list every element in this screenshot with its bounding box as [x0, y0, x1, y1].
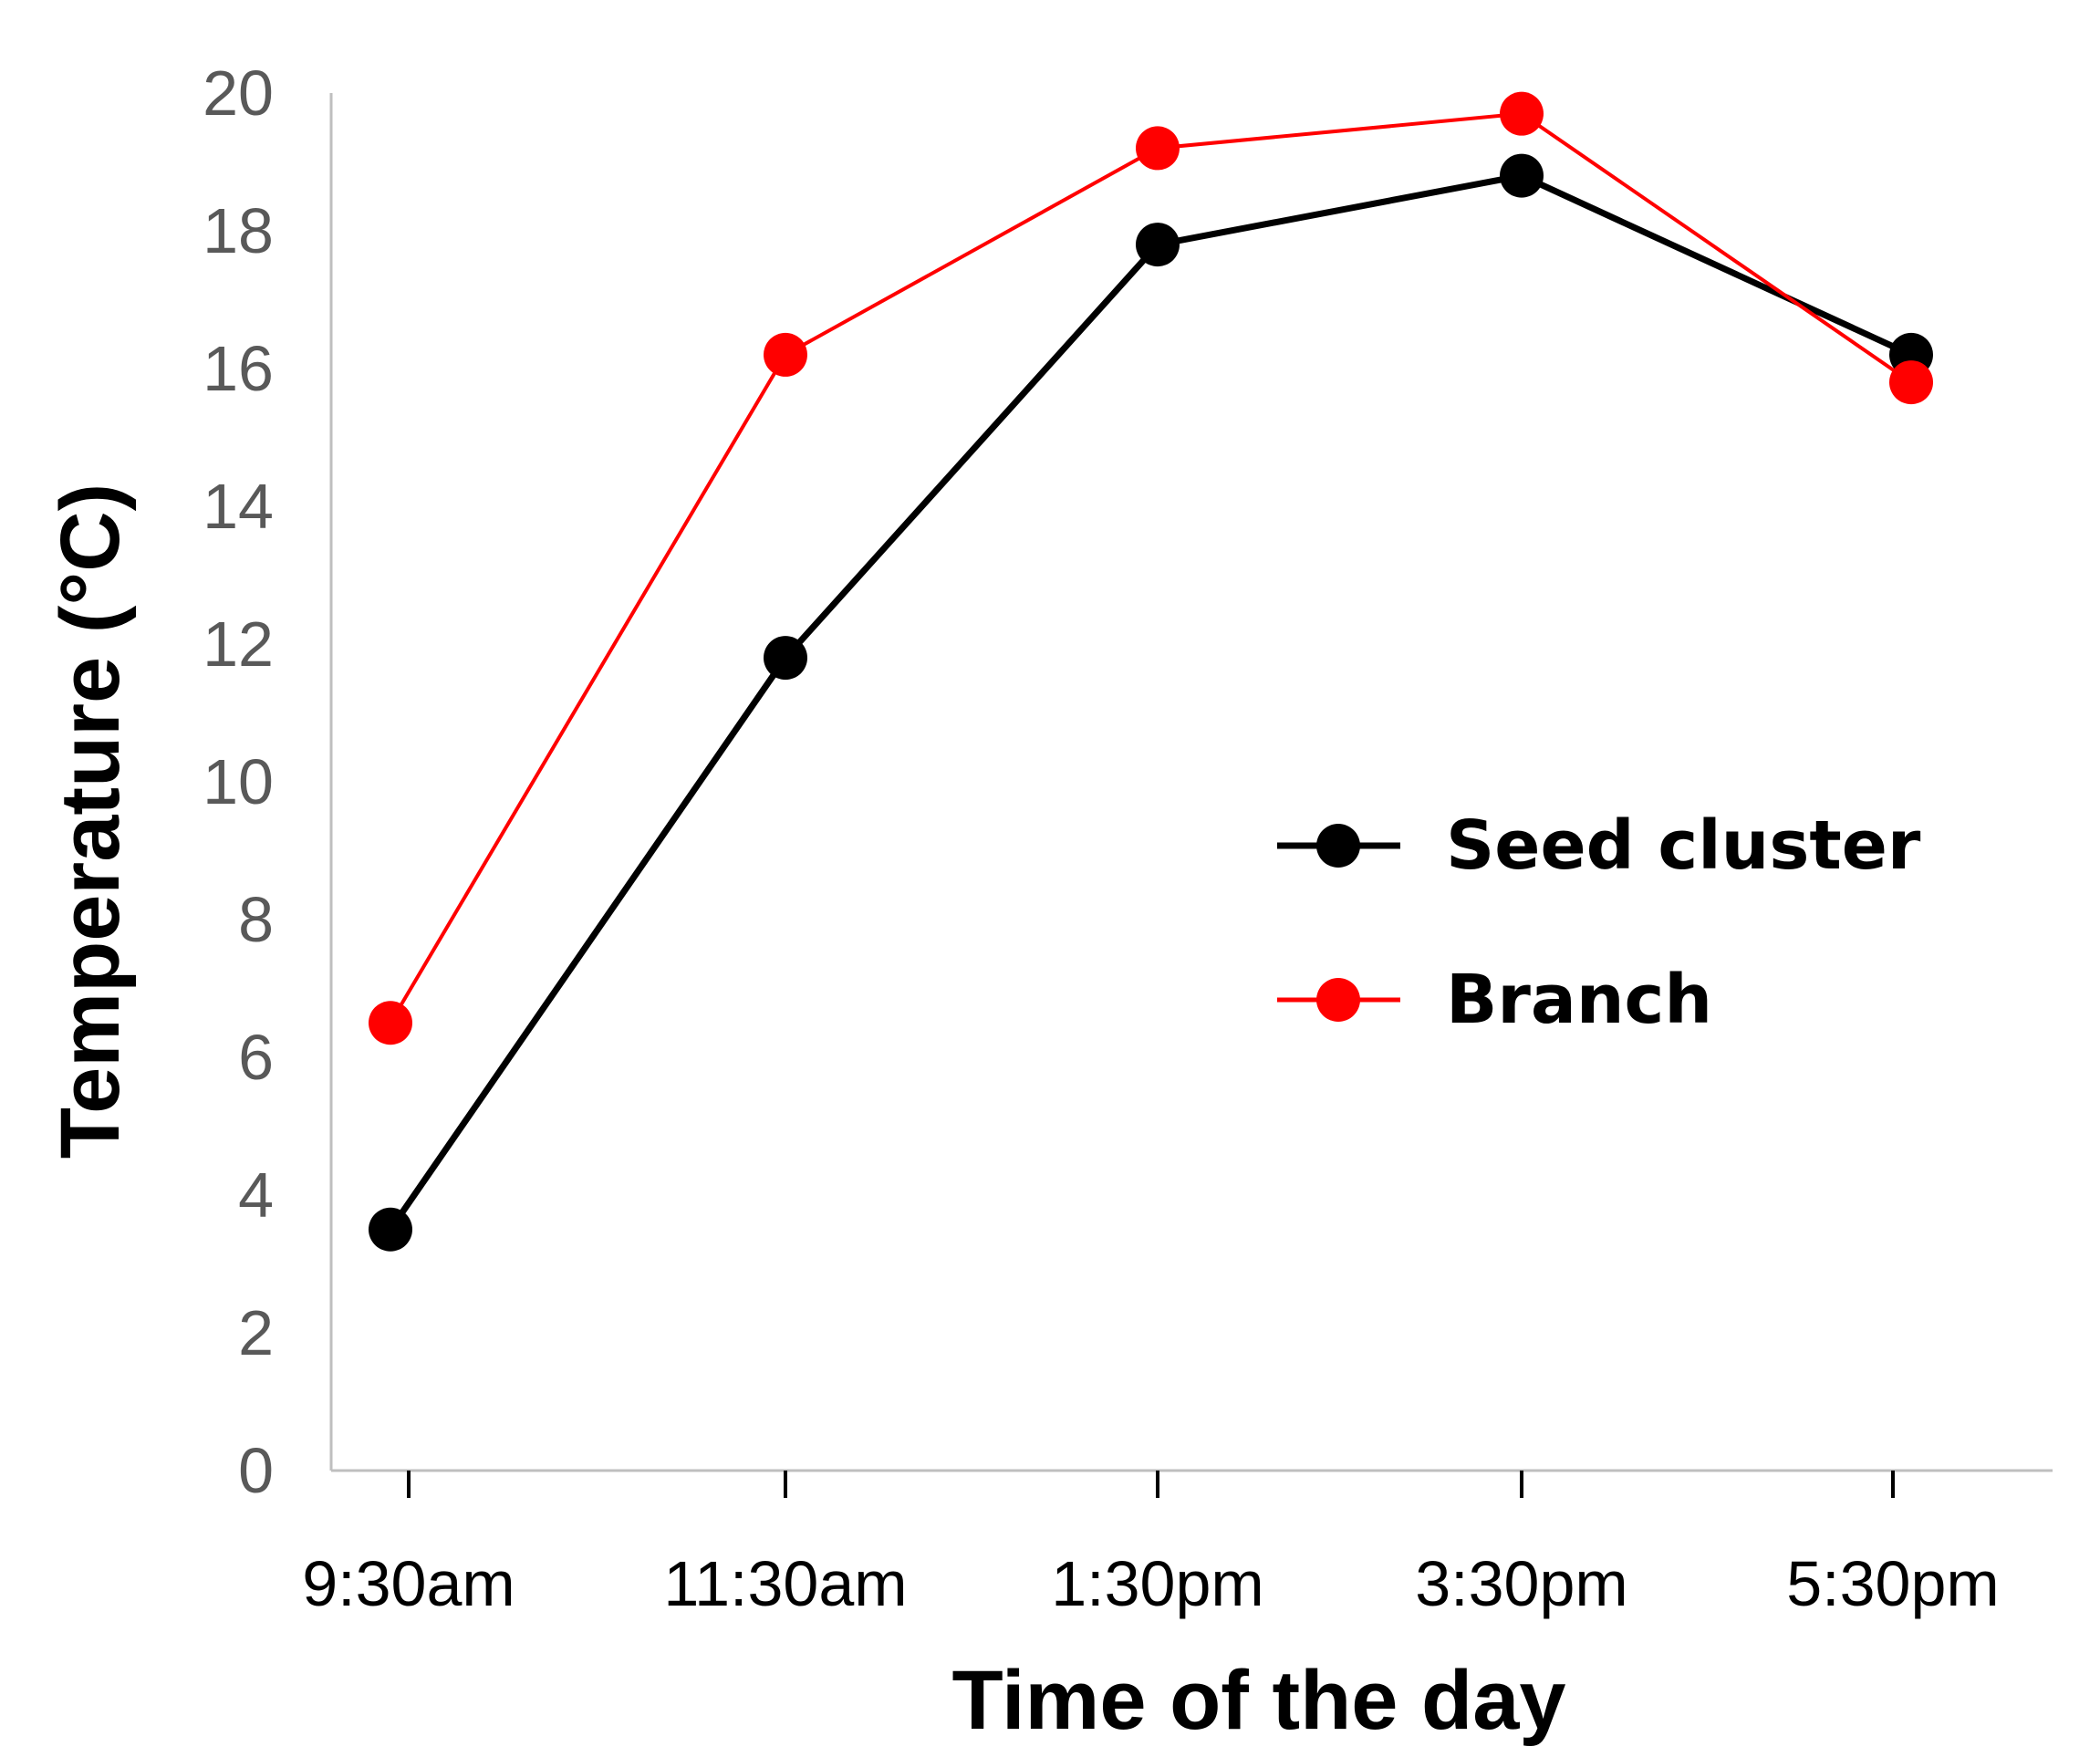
y-tick-label: 10	[203, 746, 274, 817]
y-tick-label: 4	[238, 1159, 274, 1231]
series-line-seed-cluster	[388, 172, 1913, 1232]
legend-item-branch: Branch	[1277, 961, 1712, 1039]
y-tick-label: 18	[203, 195, 274, 266]
x-tick-label: 5:30pm	[1786, 1548, 1999, 1619]
legend-marker-seed-cluster	[1316, 824, 1360, 868]
legend-label-seed-cluster: Seed cluster	[1446, 806, 1921, 885]
y-tick-label: 6	[238, 1022, 274, 1093]
y-tick-label: 8	[238, 884, 274, 955]
data-point-branch	[369, 1001, 412, 1045]
x-tick-label: 9:30am	[302, 1548, 515, 1619]
y-tick-label: 14	[203, 471, 274, 542]
data-point-seed-cluster	[764, 636, 807, 681]
y-tick-label: 2	[238, 1297, 274, 1368]
y-tick-label: 20	[203, 57, 274, 129]
legend-label-branch: Branch	[1446, 961, 1712, 1039]
data-point-branch	[1136, 126, 1180, 171]
y-tick-label: 0	[238, 1435, 274, 1506]
x-axis-title: Time of the day	[951, 1654, 1565, 1747]
data-point-branch	[1889, 360, 1933, 405]
legend-marker-branch	[1316, 978, 1360, 1022]
x-tick-label: 1:30pm	[1051, 1548, 1263, 1619]
y-tick-label: 16	[203, 333, 274, 404]
y-axis-title: Temperature (°C)	[44, 483, 137, 1159]
legend-item-seed-cluster: Seed cluster	[1277, 806, 1921, 885]
data-point-seed-cluster	[1136, 223, 1180, 267]
legend: Seed cluster Branch	[1277, 806, 1921, 1039]
series-layer	[369, 91, 1933, 1252]
axes: 0 2 4 6 8 10 12 14 16 18 20 9:30am 11:30am 1:30pm 3:30…	[203, 57, 2053, 1619]
data-point-seed-cluster	[369, 1207, 412, 1252]
data-point-branch	[1500, 91, 1544, 136]
data-point-seed-cluster	[1500, 153, 1544, 198]
data-point-branch	[764, 332, 807, 377]
y-tick-label: 12	[203, 608, 274, 680]
x-tick-label: 11:30am	[663, 1548, 907, 1619]
x-tick-label: 3:30pm	[1415, 1548, 1627, 1619]
